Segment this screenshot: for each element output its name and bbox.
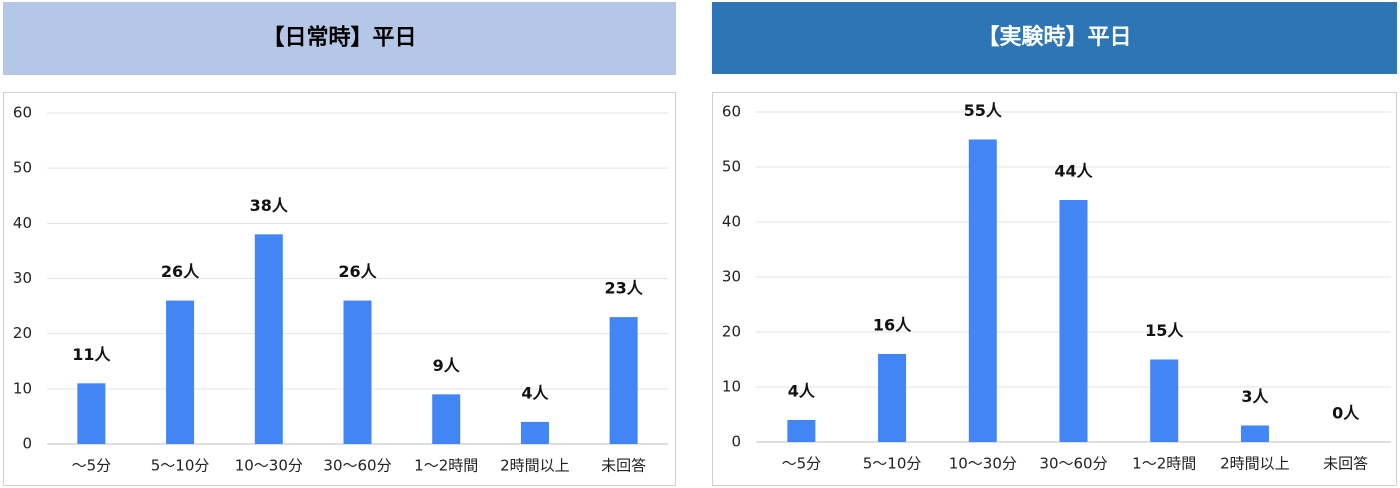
y-tick-label: 10 xyxy=(13,379,32,397)
y-tick-label: 20 xyxy=(13,324,32,342)
x-tick-label: 10～30分 xyxy=(235,457,303,475)
x-tick-label: 未回答 xyxy=(601,457,646,475)
title-banner xyxy=(712,2,1397,74)
y-tick-label: 50 xyxy=(722,158,741,176)
value-label: 9人 xyxy=(433,356,461,375)
x-tick-label: 未回答 xyxy=(1323,455,1368,473)
bar xyxy=(968,139,997,442)
x-tick-label: 10～30分 xyxy=(949,455,1017,473)
bar xyxy=(1059,200,1088,442)
value-label: 38人 xyxy=(250,196,289,215)
y-tick-label: 30 xyxy=(13,269,32,287)
x-tick-label: 5～10分 xyxy=(863,455,922,473)
title-banner xyxy=(3,2,676,75)
y-tick-label: 40 xyxy=(722,213,741,231)
bar xyxy=(520,421,549,444)
x-tick-label: 2時間以上 xyxy=(1220,455,1290,473)
bar xyxy=(432,394,461,444)
chart-frame xyxy=(712,92,1397,486)
y-tick-label: 10 xyxy=(722,378,741,396)
value-label: 3人 xyxy=(1241,387,1269,406)
value-label: 4人 xyxy=(521,383,549,402)
value-label: 0人 xyxy=(1332,404,1360,423)
x-tick-label: ～5分 xyxy=(72,457,112,475)
x-tick-label: 1～2時間 xyxy=(1132,455,1196,473)
bar xyxy=(166,300,195,444)
value-label: 26人 xyxy=(338,262,377,281)
y-tick-label: 60 xyxy=(722,103,741,121)
chart-title: 【実験時】平日 xyxy=(977,24,1131,50)
y-tick-label: 60 xyxy=(13,104,32,122)
y-tick-label: 30 xyxy=(722,268,741,286)
bar xyxy=(609,317,638,444)
x-tick-label: 5～10分 xyxy=(151,457,210,475)
value-label: 23人 xyxy=(605,279,644,298)
value-label: 55人 xyxy=(964,101,1003,120)
value-label: 26人 xyxy=(161,262,200,281)
value-label: 16人 xyxy=(873,316,912,335)
x-tick-label: 1～2時間 xyxy=(414,457,478,475)
value-label: 44人 xyxy=(1054,162,1093,181)
value-label: 4人 xyxy=(788,382,816,401)
chart-title: 【日常時】平日 xyxy=(262,25,416,51)
value-label: 11人 xyxy=(72,345,111,364)
y-tick-label: 50 xyxy=(13,159,32,177)
y-tick-label: 40 xyxy=(13,214,32,232)
bar xyxy=(254,234,283,444)
y-tick-label: 20 xyxy=(722,323,741,341)
chart-frame xyxy=(3,92,676,486)
x-tick-label: 2時間以上 xyxy=(500,457,570,475)
bar xyxy=(77,383,106,444)
bar xyxy=(1240,425,1269,442)
x-tick-label: 30～60分 xyxy=(323,457,391,475)
value-label: 15人 xyxy=(1145,321,1184,340)
bar xyxy=(343,300,372,444)
x-tick-label: 30～60分 xyxy=(1039,455,1107,473)
x-tick-label: ～5分 xyxy=(782,455,822,473)
bar xyxy=(787,420,816,442)
y-tick-label: 0 xyxy=(22,435,32,453)
bar xyxy=(878,354,907,442)
bar xyxy=(1150,359,1179,442)
y-tick-label: 0 xyxy=(731,433,741,451)
